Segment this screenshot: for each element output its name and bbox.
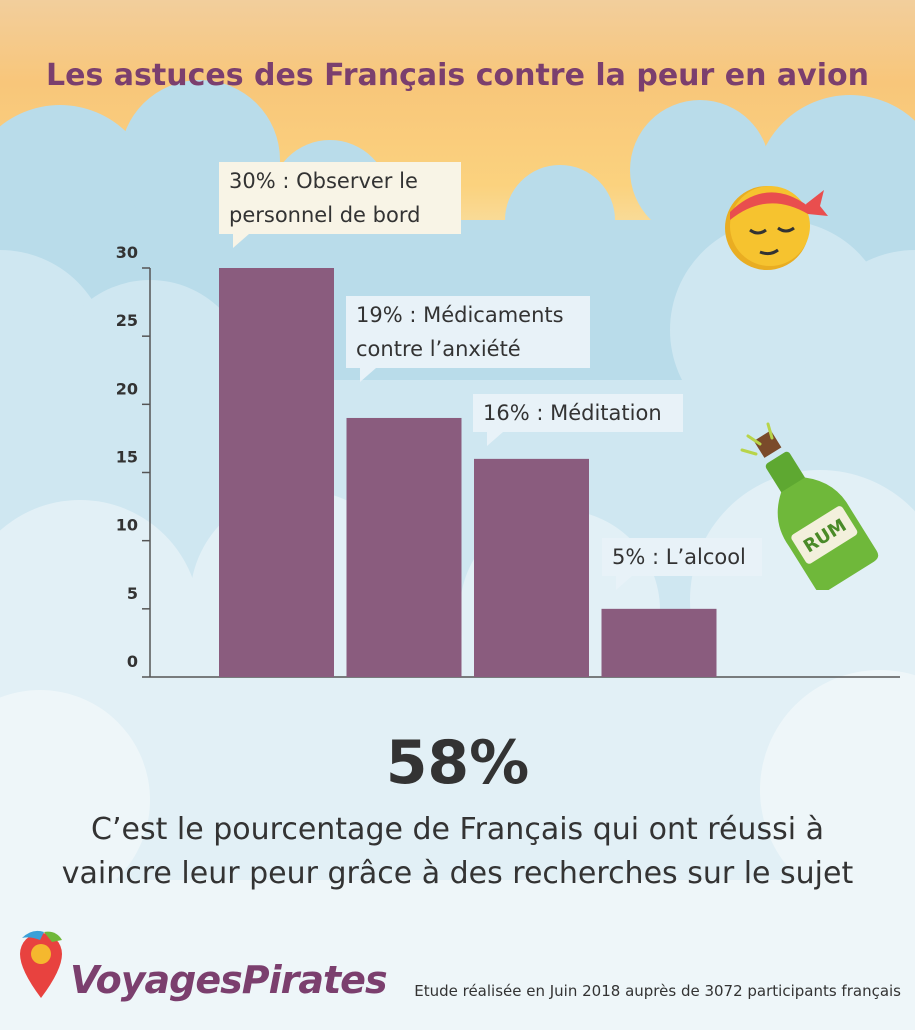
y-tick-label: 30 xyxy=(116,243,138,262)
y-tick-label: 10 xyxy=(116,516,138,535)
brand-name: VoyagesPirates xyxy=(70,958,388,1002)
highlight-line-1: C’est le pourcentage de Français qui ont… xyxy=(91,812,824,847)
source-note: Etude réalisée en Juin 2018 auprès de 30… xyxy=(414,982,901,1000)
callout-tail xyxy=(616,576,632,590)
chart-title: Les astuces des Français contre la peur … xyxy=(46,58,869,93)
bar-4 xyxy=(601,608,717,677)
callout-tail xyxy=(487,432,503,446)
highlight-percentage: 58% xyxy=(385,728,530,798)
bar-annotation-line: 30% : Observer le xyxy=(229,169,418,193)
bar-3 xyxy=(474,458,589,677)
bar-2 xyxy=(346,417,462,677)
bar-annotation-line: 5% : L’alcool xyxy=(612,545,746,569)
rum-bottle-icon: RUM xyxy=(740,422,879,590)
bar-annotation-line: 16% : Méditation xyxy=(483,401,662,425)
bar-annotation-2: 19% : Médicaments contre l’anxiété xyxy=(346,296,590,382)
highlight-line-2: vaincre leur peur grâce à des recherches… xyxy=(61,856,854,891)
y-tick-label: 0 xyxy=(127,652,138,671)
y-tick-label: 15 xyxy=(116,448,138,467)
bar-annotation-line: contre l’anxiété xyxy=(356,337,521,361)
sleeping-face-bandana-icon xyxy=(725,186,828,270)
bar-annotation-3: 16% : Méditation xyxy=(473,394,683,446)
cloud-layer-bottom xyxy=(0,670,915,1030)
highlight-description: C’est le pourcentage de Français qui ont… xyxy=(40,808,875,896)
bar-annotation-line: personnel de bord xyxy=(229,203,421,227)
y-tick-label: 5 xyxy=(127,584,138,603)
bar-annotation-line: 19% : Médicaments xyxy=(356,303,564,327)
bar-annotation-4: 5% : L’alcool xyxy=(602,538,762,590)
y-tick-label: 20 xyxy=(116,379,138,398)
callout-tail xyxy=(360,368,376,382)
parrot-pin-logo-icon xyxy=(20,930,62,998)
callout-tail xyxy=(233,234,249,248)
bar-1 xyxy=(219,268,334,677)
bar-annotation-1: 30% : Observer le personnel de bord xyxy=(219,162,461,248)
y-tick-label: 25 xyxy=(116,311,138,330)
